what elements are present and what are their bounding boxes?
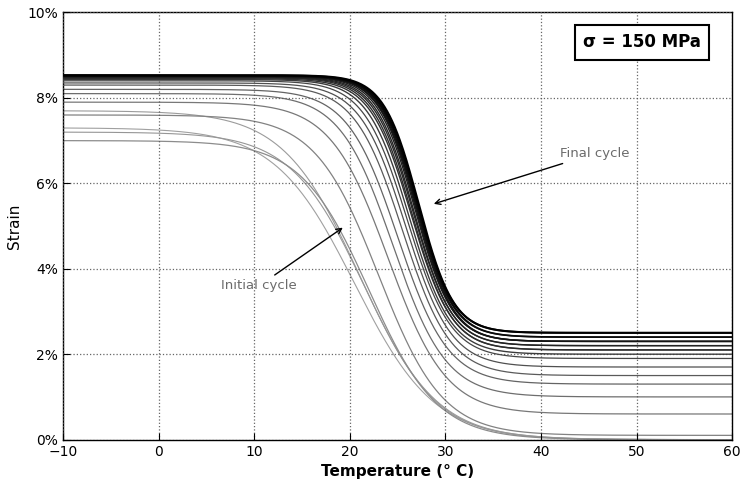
- Text: Final cycle: Final cycle: [435, 147, 630, 204]
- Y-axis label: Strain: Strain: [7, 203, 22, 249]
- Text: Initial cycle: Initial cycle: [221, 228, 342, 293]
- X-axis label: Temperature (° C): Temperature (° C): [321, 464, 474, 479]
- Text: σ = 150 MPa: σ = 150 MPa: [583, 34, 701, 52]
